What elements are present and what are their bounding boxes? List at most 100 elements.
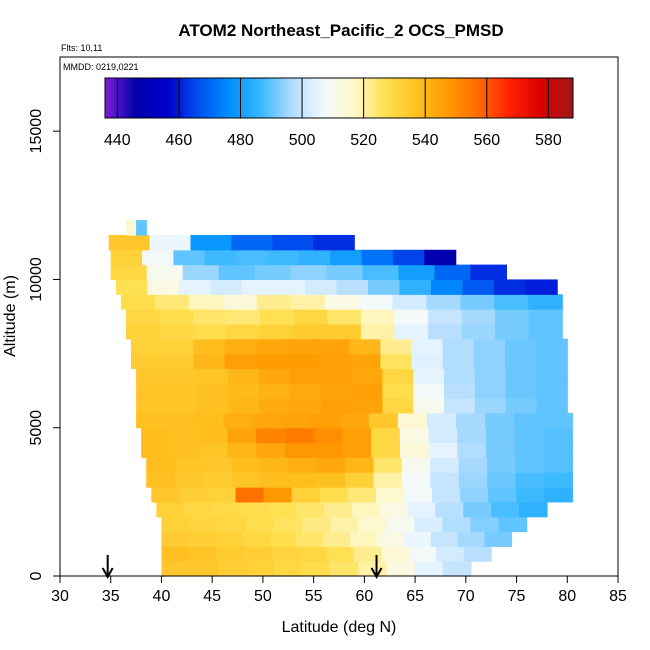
- heatmap-cell-21-10: [424, 249, 457, 266]
- heatmap-cell-20-8: [398, 264, 436, 281]
- heatmap-cell-9-13: [514, 427, 545, 444]
- heatmap-cell-11-4: [259, 398, 291, 414]
- heatmap-cell-23-0: [125, 220, 137, 236]
- y-tick-label: 10000: [28, 257, 45, 302]
- heatmap-cell-5-12: [488, 487, 517, 503]
- heatmap-cell-18-0: [120, 294, 156, 310]
- heatmap-cell-19-0: [115, 279, 148, 295]
- heatmap-cell-18-8: [392, 294, 428, 310]
- position-arrows: [101, 555, 383, 580]
- heatmap-cell-17-0: [125, 309, 161, 325]
- heatmap-cell-13-11: [474, 368, 507, 384]
- heatmap-cell-3-1: [189, 516, 219, 533]
- heatmap-cell-7-9: [401, 457, 431, 473]
- heatmap-cell-15-4: [255, 338, 288, 355]
- heatmap-cell-18-11: [494, 294, 529, 310]
- heatmap-cell-10-8: [368, 412, 399, 429]
- heatmap-cell-11-3: [228, 398, 260, 414]
- heatmap-cell-22-4: [272, 234, 314, 251]
- heatmap-cell-2-11: [457, 531, 486, 547]
- heatmap-cell-16-1: [159, 323, 194, 340]
- x-tick-label: 35: [102, 588, 120, 605]
- heatmap-cell-5-10: [432, 487, 461, 503]
- heatmap-cell-20-7: [362, 264, 400, 281]
- heatmap-cell-4-0: [156, 501, 185, 518]
- heatmap-cell-7-3: [231, 457, 261, 473]
- heatmap-cell-9-2: [198, 427, 228, 444]
- heatmap-cell-14-1: [162, 353, 194, 369]
- heatmap-cell-20-9: [434, 264, 472, 281]
- heatmap-cell-17-5: [293, 309, 328, 325]
- heatmap-cell-21-7: [330, 249, 363, 266]
- heatmap-cell-11-9: [413, 398, 445, 414]
- heatmap-cell-1-6: [326, 546, 355, 562]
- heatmap-cell-1-11: [463, 546, 492, 562]
- heatmap-cell-10-7: [339, 412, 370, 429]
- heatmap-cell-17-3: [226, 309, 261, 325]
- heatmap-cell-17-11: [495, 309, 530, 325]
- heatmap-cell-20-2: [182, 264, 220, 281]
- heatmap-cell-22-1: [149, 234, 192, 251]
- heatmap-cell-9-10: [428, 427, 458, 444]
- heatmap-cell-21-0: [110, 249, 143, 266]
- heatmap-cell-7-14: [543, 457, 573, 473]
- heatmap-cell-18-7: [358, 294, 394, 310]
- x-tick-label: 50: [254, 588, 272, 605]
- heatmap-cell-12-7: [351, 383, 384, 399]
- heatmap-cell-13-12: [505, 368, 538, 384]
- heatmap-cell-13-5: [290, 368, 322, 384]
- heatmap-cell-7-5: [288, 457, 318, 473]
- heatmap-cell-6-10: [430, 472, 460, 488]
- heatmap-cell-19-9: [399, 279, 432, 295]
- heatmap-cell-19-7: [336, 279, 369, 295]
- heatmap-cell-11-13: [536, 398, 568, 414]
- heatmap-cell-18-3: [222, 294, 258, 310]
- heatmap-cell-3-0: [161, 516, 191, 533]
- heatmap-cell-10-10: [426, 412, 457, 429]
- heatmap-cell-12-6: [320, 383, 353, 399]
- heatmap-cell-7-6: [316, 457, 346, 473]
- heatmap-cell-18-9: [426, 294, 461, 310]
- heatmap-cell-12-3: [228, 383, 260, 399]
- heatmap-cell-19-12: [494, 279, 527, 295]
- heatmap-cell-20-10: [470, 264, 507, 281]
- heatmap-cells: [108, 220, 573, 577]
- heatmap-cell-3-11: [470, 516, 500, 533]
- heatmap-cell-18-4: [256, 294, 292, 310]
- heatmap-cell-4-12: [491, 501, 520, 518]
- x-tick-label: 55: [305, 588, 323, 605]
- heatmap-cell-5-13: [516, 487, 545, 503]
- heatmap-cell-13-0: [136, 368, 168, 384]
- heatmap-cell-9-14: [543, 427, 573, 444]
- heatmap-cell-4-7: [351, 501, 381, 518]
- heatmap-cell-7-0: [146, 457, 176, 473]
- heatmap-cell-16-3: [226, 323, 261, 340]
- heatmap-cell-10-6: [310, 412, 341, 429]
- heatmap-cell-13-9: [413, 368, 445, 384]
- heatmap-cell-20-0: [110, 264, 148, 281]
- heatmap-cell-6-0: [146, 472, 176, 488]
- heatmap-cell-13-4: [259, 368, 291, 384]
- x-tick-label: 30: [51, 588, 69, 605]
- heatmap-cell-10-13: [514, 412, 544, 429]
- heatmap-cell-2-5: [296, 531, 324, 547]
- heatmap-cell-16-12: [528, 323, 563, 340]
- colorbar-tick-label: 480: [227, 132, 254, 149]
- location-arrow-head: [101, 567, 114, 580]
- colorbar-tick-label: 460: [166, 132, 193, 149]
- heatmap-cell-8-2: [198, 442, 228, 458]
- heatmap-cell-20-5: [290, 264, 328, 281]
- heatmap-cell-22-2: [190, 234, 233, 251]
- heatmap-cell-3-2: [217, 516, 247, 533]
- heatmap-cell-0-10: [442, 561, 472, 577]
- heatmap-cell-4-13: [519, 501, 548, 518]
- heatmap-cell-7-12: [487, 457, 517, 473]
- heatmap-cell-6-13: [515, 472, 545, 488]
- heatmap-cell-9-1: [169, 427, 200, 444]
- heatmap-cell-3-4: [273, 516, 303, 533]
- heatmap-cell-3-3: [245, 516, 275, 533]
- heatmap-cell-16-10: [461, 323, 496, 340]
- heatmap-cell-3-9: [414, 516, 444, 533]
- heatmap-cell-19-13: [525, 279, 558, 295]
